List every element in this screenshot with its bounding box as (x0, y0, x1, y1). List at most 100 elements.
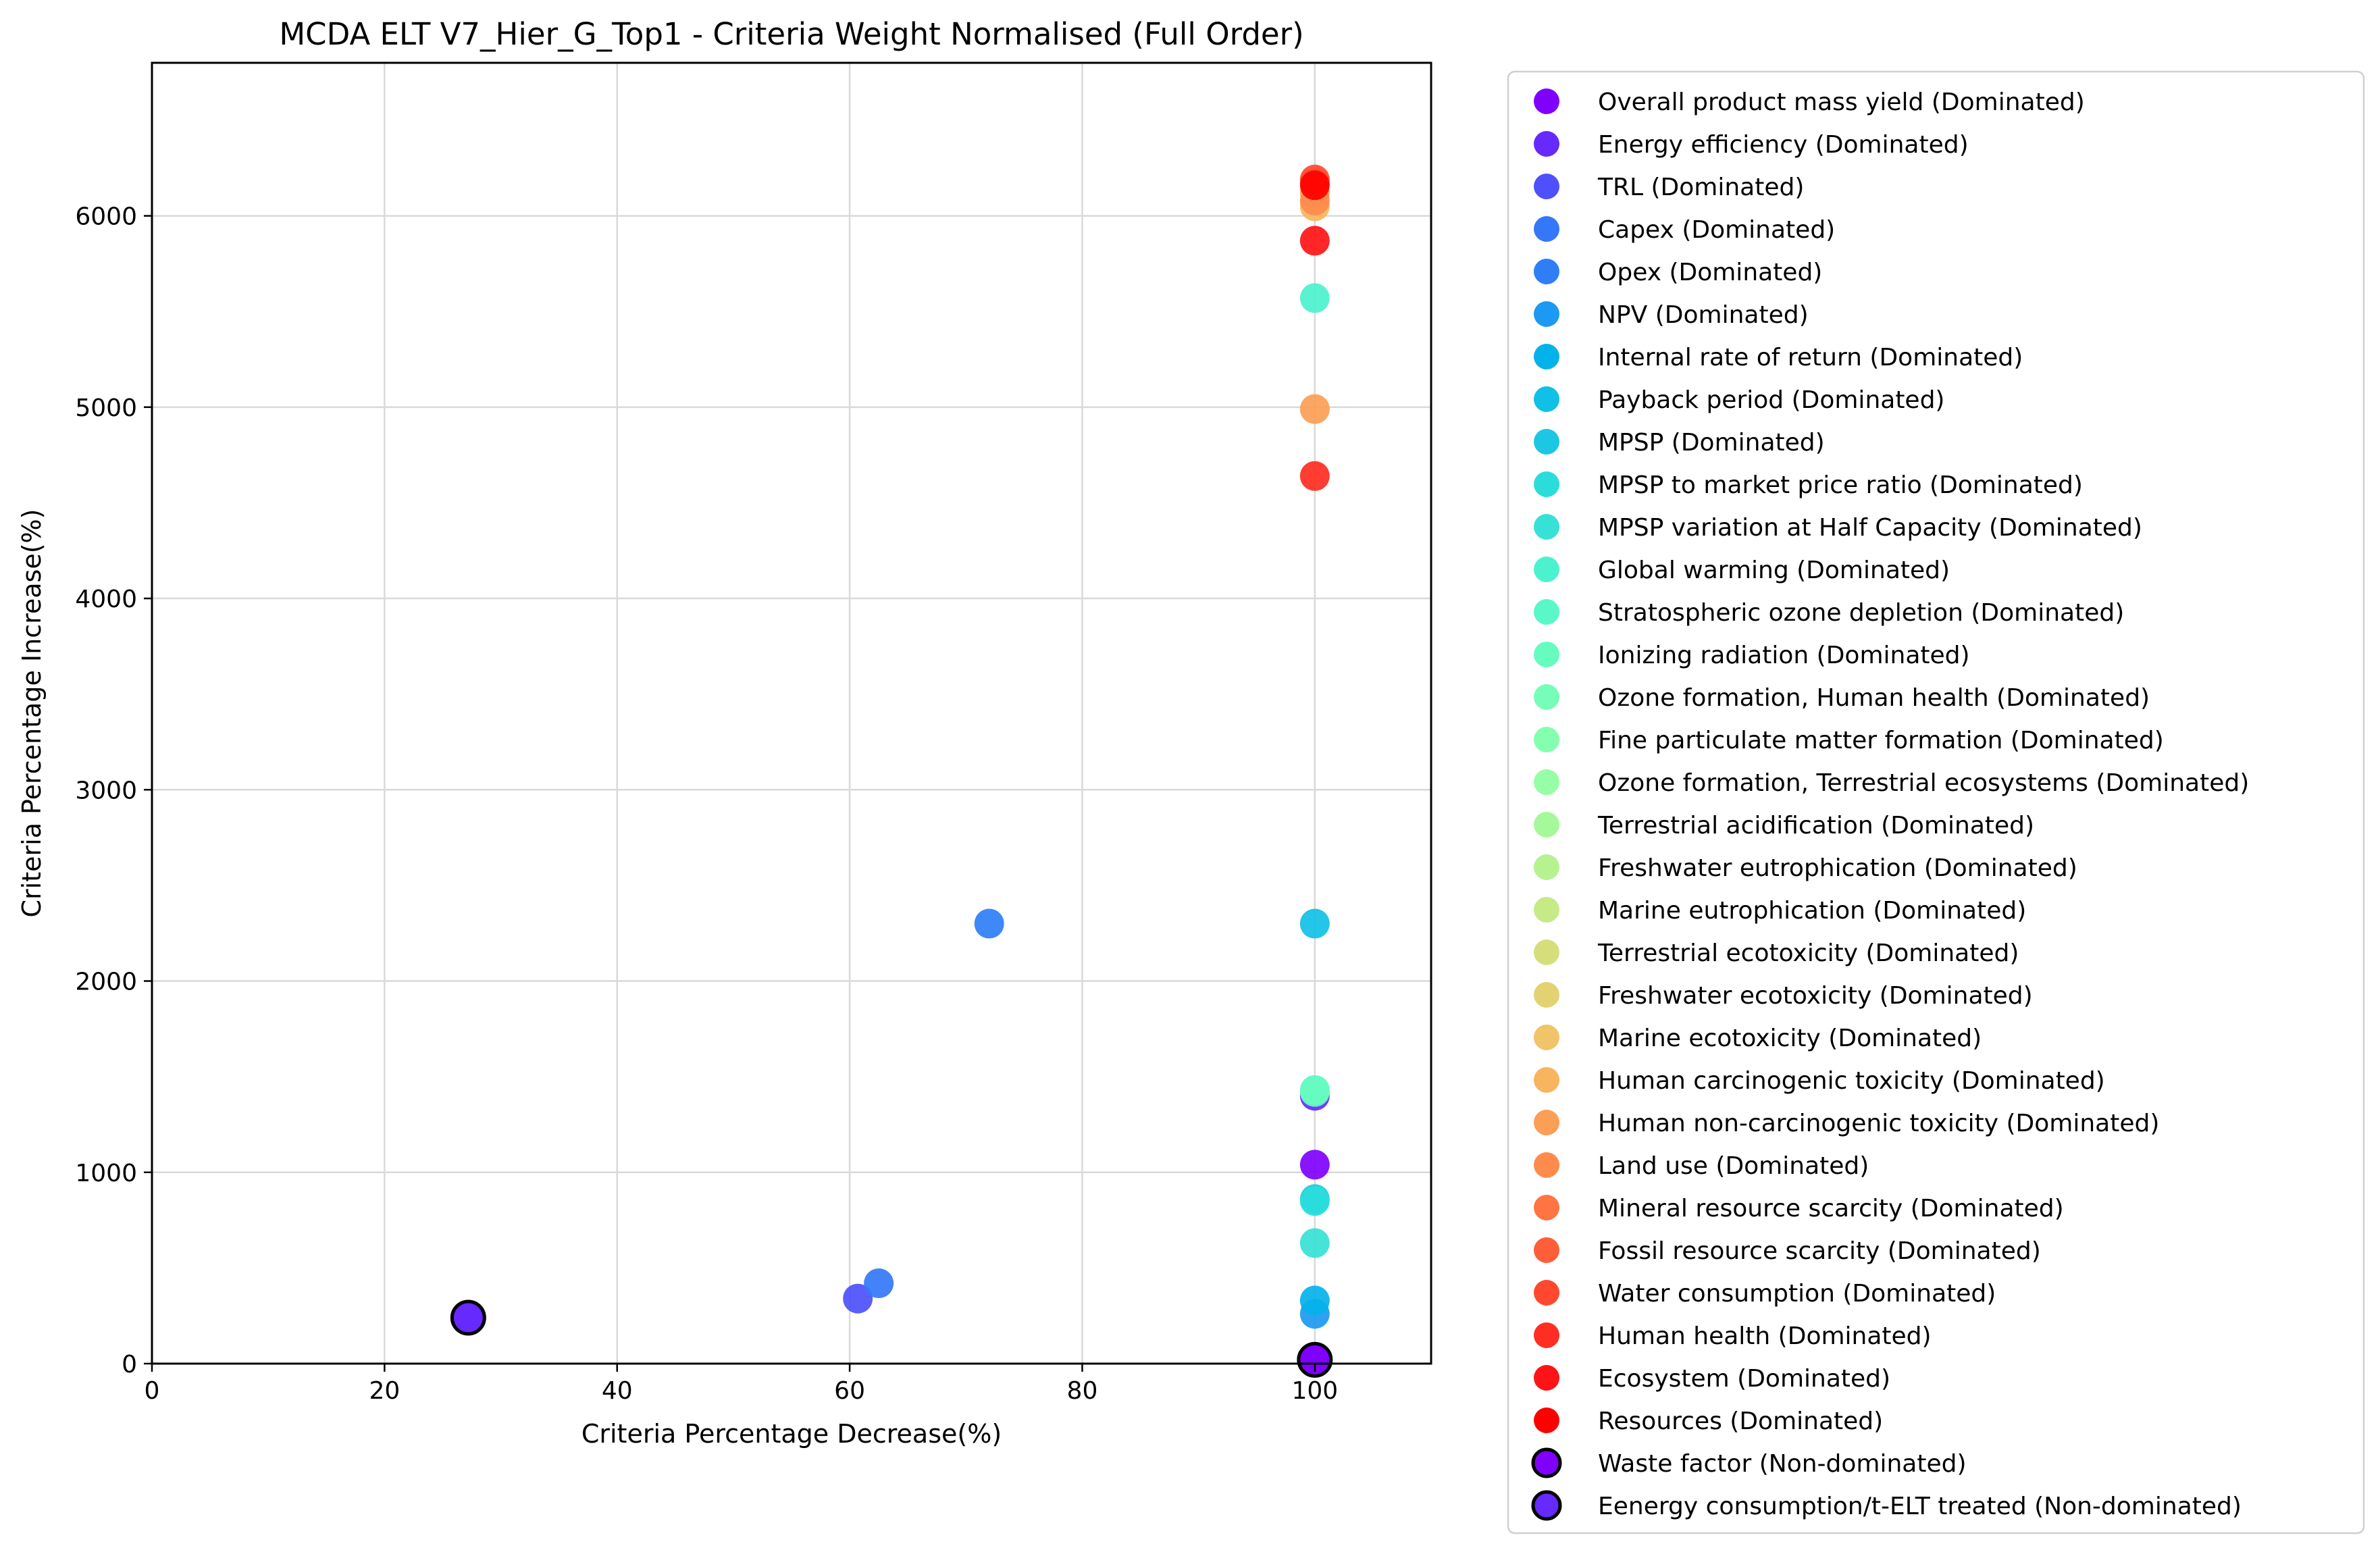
x-axis-ticks: 0 20 40 60 80 100 (145, 1364, 1338, 1405)
data-point (1299, 394, 1330, 424)
legend-marker (1534, 131, 1559, 157)
legend-marker (1534, 1067, 1559, 1093)
data-point (1299, 1228, 1330, 1258)
x-tick-label: 80 (1067, 1377, 1098, 1405)
legend-entry-label: Internal rate of return (Dominated) (1598, 344, 2023, 371)
legend: Overall product mass yield (Dominated) En… (1507, 70, 2365, 1534)
grid-lines (151, 63, 1431, 1365)
data-point (974, 908, 1004, 939)
legend-box (1507, 70, 2365, 1534)
legend-marker (1534, 1408, 1559, 1433)
legend-entry-label: Freshwater eutrophication (Dominated) (1598, 854, 2077, 882)
legend-entry-label: TRL (Dominated) (1597, 174, 1804, 201)
legend-entry-label: Terrestrial acidification (Dominated) (1597, 812, 2034, 840)
y-tick-label: 0 (122, 1351, 137, 1378)
data-point (1299, 170, 1330, 201)
legend-entry-label: Eenergy consumption/t-ELT treated (Non-d… (1598, 1493, 2242, 1520)
legend-marker (1534, 769, 1559, 795)
legend-entry-label: Stratospheric ozone depletion (Dominated… (1598, 599, 2124, 627)
y-tick-label: 2000 (75, 969, 137, 996)
legend-entry-label: Human carcinogenic toxicity (Dominated) (1598, 1067, 2105, 1095)
legend-marker (1534, 812, 1559, 837)
legend-entry-label: Water consumption (Dominated) (1598, 1280, 1996, 1308)
legend-entry-label: NPV (Dominated) (1598, 301, 1809, 329)
y-tick-label: 5000 (75, 394, 137, 422)
plot-points (450, 164, 1333, 1378)
x-tick-label: 100 (1291, 1377, 1338, 1405)
legend-entry-label: Ozone formation, Human health (Dominated… (1598, 684, 2150, 712)
legend-marker (1534, 642, 1559, 667)
legend-entry-label: Land use (Dominated) (1598, 1152, 1869, 1180)
legend-entry-label: Overall product mass yield (Dominated) (1598, 88, 2085, 116)
x-tick-label: 0 (145, 1377, 160, 1405)
data-point (1299, 908, 1330, 939)
legend-marker (1534, 982, 1559, 1008)
legend-entry-label: Human health (Dominated) (1598, 1322, 1932, 1350)
legend-marker (1534, 1195, 1559, 1220)
legend-marker (1534, 471, 1559, 497)
legend-entry-label: MPSP (Dominated) (1598, 429, 1825, 457)
data-point (1299, 283, 1330, 313)
legend-marker (1534, 727, 1559, 752)
data-point (450, 1299, 486, 1336)
data-point (1299, 1186, 1330, 1216)
legend-marker (1534, 88, 1559, 114)
legend-entry-label: Capex (Dominated) (1598, 216, 1835, 244)
legend-marker (1534, 939, 1559, 965)
legend-marker (1534, 1322, 1559, 1348)
legend-marker (1534, 599, 1559, 625)
legend-marker (1534, 854, 1559, 880)
legend-entry-label: Opex (Dominated) (1598, 259, 1822, 286)
x-tick-label: 20 (369, 1377, 400, 1405)
chart-title: MCDA ELT V7_Hier_G_Top1 - Criteria Weigh… (279, 16, 1303, 52)
legend-marker (1534, 1365, 1559, 1391)
legend-entry-label: Ecosystem (Dominated) (1598, 1365, 1890, 1393)
legend-entry-label: Mineral resource scarcity (Dominated) (1598, 1195, 2064, 1222)
y-tick-label: 6000 (75, 203, 137, 231)
legend-marker (1534, 1025, 1559, 1050)
data-point (843, 1283, 873, 1314)
legend-marker (1531, 1490, 1562, 1521)
data-point (1299, 226, 1330, 256)
legend-entry-label: Ionizing radiation (Dominated) (1598, 642, 1970, 669)
legend-entry-label: Resources (Dominated) (1598, 1408, 1883, 1435)
legend-entry-label: Human non-carcinogenic toxicity (Dominat… (1598, 1110, 2159, 1137)
data-point (864, 1268, 894, 1299)
legend-entry-label: Waste factor (Non-dominated) (1598, 1450, 1967, 1478)
legend-entry-label: Global warming (Dominated) (1598, 557, 1950, 584)
legend-entry-label: MPSP variation at Half Capacity (Dominat… (1598, 514, 2142, 542)
legend-marker (1534, 216, 1559, 242)
legend-entry-label: Ozone formation, Terrestrial ecosystems … (1598, 769, 2249, 797)
legend-marker (1534, 1110, 1559, 1135)
legend-marker (1534, 429, 1559, 455)
x-tick-label: 40 (602, 1377, 633, 1405)
legend-entry-label: MPSP to market price ratio (Dominated) (1598, 471, 2083, 499)
data-point (1299, 1150, 1330, 1180)
legend-marker (1534, 1280, 1559, 1306)
legend-marker (1534, 174, 1559, 199)
legend-marker (1534, 1237, 1559, 1263)
legend-marker (1534, 344, 1559, 369)
data-point (1297, 1341, 1333, 1378)
legend-marker (1534, 1152, 1559, 1178)
legend-marker (1531, 1447, 1562, 1478)
legend-marker (1534, 897, 1559, 923)
legend-marker (1534, 514, 1559, 540)
legend-marker (1534, 557, 1559, 582)
plot-area-frame (151, 61, 1432, 1365)
data-point (1299, 461, 1330, 491)
legend-marker (1534, 386, 1559, 412)
legend-entry-label: Fine particulate matter formation (Domin… (1598, 727, 2164, 754)
legend-entry-label: Terrestrial ecotoxicity (Dominated) (1597, 939, 2019, 967)
legend-entry-label: Fossil resource scarcity (Dominated) (1598, 1237, 2041, 1265)
legend-entry-label: Marine ecotoxicity (Dominated) (1598, 1025, 1982, 1052)
legend-entry-label: Energy efficiency (Dominated) (1598, 131, 1969, 159)
legend-marker (1534, 684, 1559, 710)
legend-marker (1534, 301, 1559, 327)
y-tick-label: 1000 (75, 1160, 137, 1187)
x-axis-title: Criteria Percentage Decrease(%) (581, 1419, 1002, 1449)
data-point (1299, 1285, 1330, 1316)
y-tick-label: 3000 (75, 777, 137, 804)
y-tick-label: 4000 (75, 586, 137, 613)
